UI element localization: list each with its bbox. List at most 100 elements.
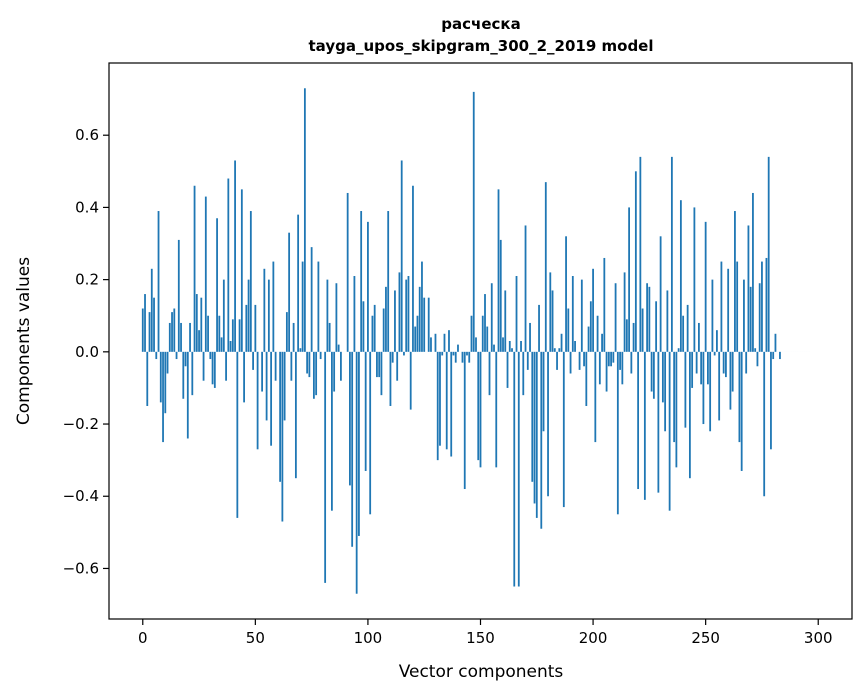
bar [141,308,144,352]
x-tick-label: 0 [138,629,148,647]
bar [652,351,655,399]
bar [607,351,610,367]
bar [369,351,372,515]
bar [601,333,603,352]
bar [256,351,259,450]
bar [216,218,218,352]
bar [695,351,698,374]
bar [162,351,164,443]
bar [247,279,250,352]
bar [722,351,725,374]
bar [646,283,649,352]
bar [168,322,171,352]
bar [693,207,696,352]
bar [747,225,750,352]
bar [517,351,520,587]
bar [463,351,466,490]
bar [711,279,714,352]
bar [394,290,396,352]
bar [641,308,644,352]
bar [450,351,453,457]
bar [367,221,369,352]
bar [558,348,561,352]
bar [596,315,599,352]
bar [535,351,538,518]
bar [668,351,671,511]
bar [340,351,342,381]
y-tick-label: 0.2 [75,271,99,289]
y-tick-label: −0.6 [63,559,99,577]
bar [225,351,227,381]
bar [731,351,734,392]
bar [716,330,718,352]
bar [745,351,748,374]
bar [765,257,768,352]
bar [461,351,464,363]
bar [704,221,707,352]
bar [211,351,214,385]
bar [547,351,549,497]
bar [427,297,430,352]
bar [317,261,320,352]
bar [193,185,196,352]
bar [157,211,160,352]
bar [484,294,486,352]
bar [616,351,619,515]
bar [204,196,207,352]
bar [666,290,669,352]
bar [362,301,365,352]
bar [702,351,705,425]
bar [331,351,333,511]
bar [486,326,489,352]
bar [477,351,480,461]
bar [479,351,482,468]
bar [324,351,327,583]
bar [707,351,709,385]
bar [619,351,621,370]
bar [657,351,660,493]
y-tick-label: 0.0 [75,343,99,361]
bar [659,236,662,352]
bar [752,192,754,352]
bar [648,286,651,352]
bar [725,351,727,378]
bar [418,286,421,352]
bar [414,326,417,352]
bar [531,351,534,482]
bar [761,261,763,352]
x-tick-label: 100 [354,629,383,647]
bar [675,351,678,468]
bar [391,351,394,363]
y-axis: −0.6 −0.4 −0.2 0.0 0.2 0.4 0.6 [63,126,109,577]
bar [664,351,667,432]
bar [502,337,504,352]
bar [538,304,540,352]
bar [560,333,563,352]
bar [569,351,572,374]
bar [238,319,241,352]
bar [698,322,700,352]
bar [319,351,322,360]
bar [661,351,664,403]
bar [407,276,410,352]
bar [614,283,617,352]
bar [677,348,680,352]
bar [148,312,151,352]
bar [709,351,712,432]
x-tick-label: 50 [246,629,265,647]
bar [481,315,484,352]
bar [448,330,450,352]
bar [274,351,277,381]
bar [398,272,401,352]
bar [774,333,777,352]
y-tick-label: −0.2 [63,415,99,433]
bar [351,351,354,547]
bar [222,279,225,352]
x-tick-label: 250 [691,629,720,647]
bar [526,351,529,370]
bar [720,261,723,352]
bar [513,351,516,587]
bar [585,351,588,406]
bar [770,351,772,450]
bar [301,261,304,352]
